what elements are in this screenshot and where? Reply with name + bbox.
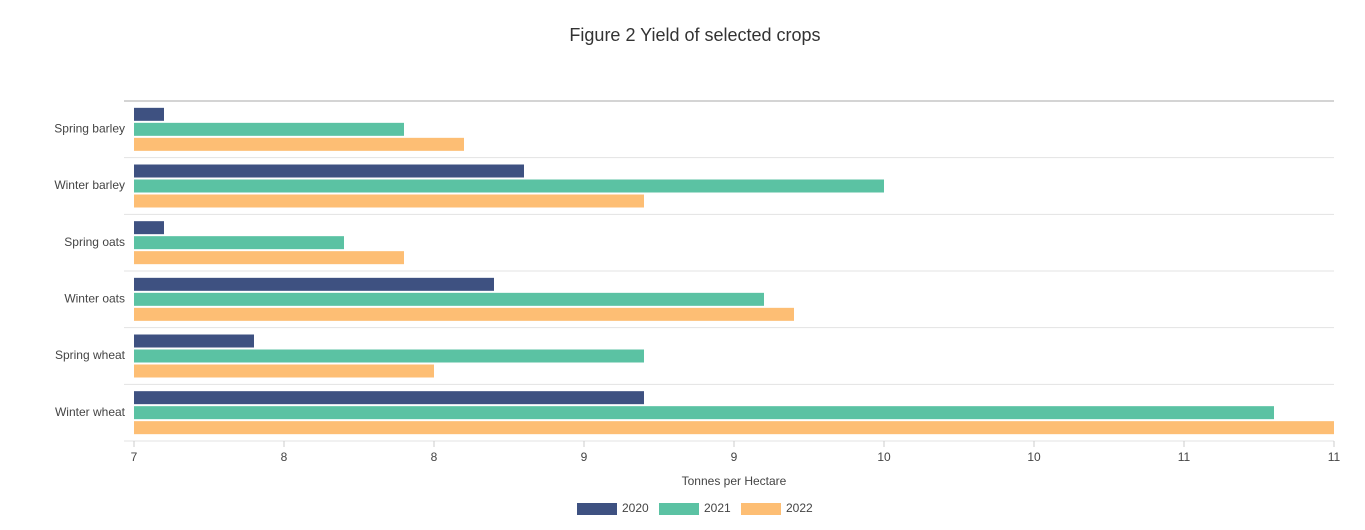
bar <box>134 349 644 363</box>
y-tick-label: Spring wheat <box>55 348 126 362</box>
legend-label: 2022 <box>786 501 813 515</box>
legend-swatch <box>577 503 617 515</box>
bar <box>134 307 794 321</box>
x-tick-label: 7 <box>131 450 138 464</box>
bar <box>134 137 464 151</box>
x-tick-label: 9 <box>731 450 738 464</box>
bar <box>134 391 644 405</box>
bar <box>134 194 644 208</box>
y-tick-label: Spring oats <box>64 235 125 249</box>
x-tick-label: 10 <box>877 450 891 464</box>
y-tick-label: Winter oats <box>64 292 125 306</box>
legend-label: 2021 <box>704 501 731 515</box>
bar <box>134 221 164 235</box>
x-axis-title: Tonnes per Hectare <box>682 474 787 488</box>
chart-title: Figure 2 Yield of selected crops <box>569 25 820 45</box>
bar <box>134 292 764 306</box>
legend-label: 2020 <box>622 501 649 515</box>
x-tick-label: 10 <box>1027 450 1041 464</box>
bar <box>134 406 1274 420</box>
x-tick-label: 9 <box>581 450 588 464</box>
bar <box>134 164 524 178</box>
y-tick-label: Winter wheat <box>55 405 126 419</box>
bar <box>134 334 254 348</box>
x-tick-label: 11 <box>1328 450 1341 464</box>
legend-swatch <box>741 503 781 515</box>
y-tick-label: Winter barley <box>54 178 125 192</box>
legend-swatch <box>659 503 699 515</box>
bar <box>134 421 1334 435</box>
bar <box>134 122 404 136</box>
bar <box>134 277 494 291</box>
x-tick-label: 8 <box>431 450 438 464</box>
bar <box>134 251 404 265</box>
bar <box>134 236 344 250</box>
x-tick-label: 11 <box>1178 450 1191 464</box>
bar <box>134 107 164 121</box>
bar <box>134 364 434 378</box>
bar <box>134 179 884 193</box>
x-tick-label: 8 <box>281 450 288 464</box>
y-tick-label: Spring barley <box>54 122 125 136</box>
